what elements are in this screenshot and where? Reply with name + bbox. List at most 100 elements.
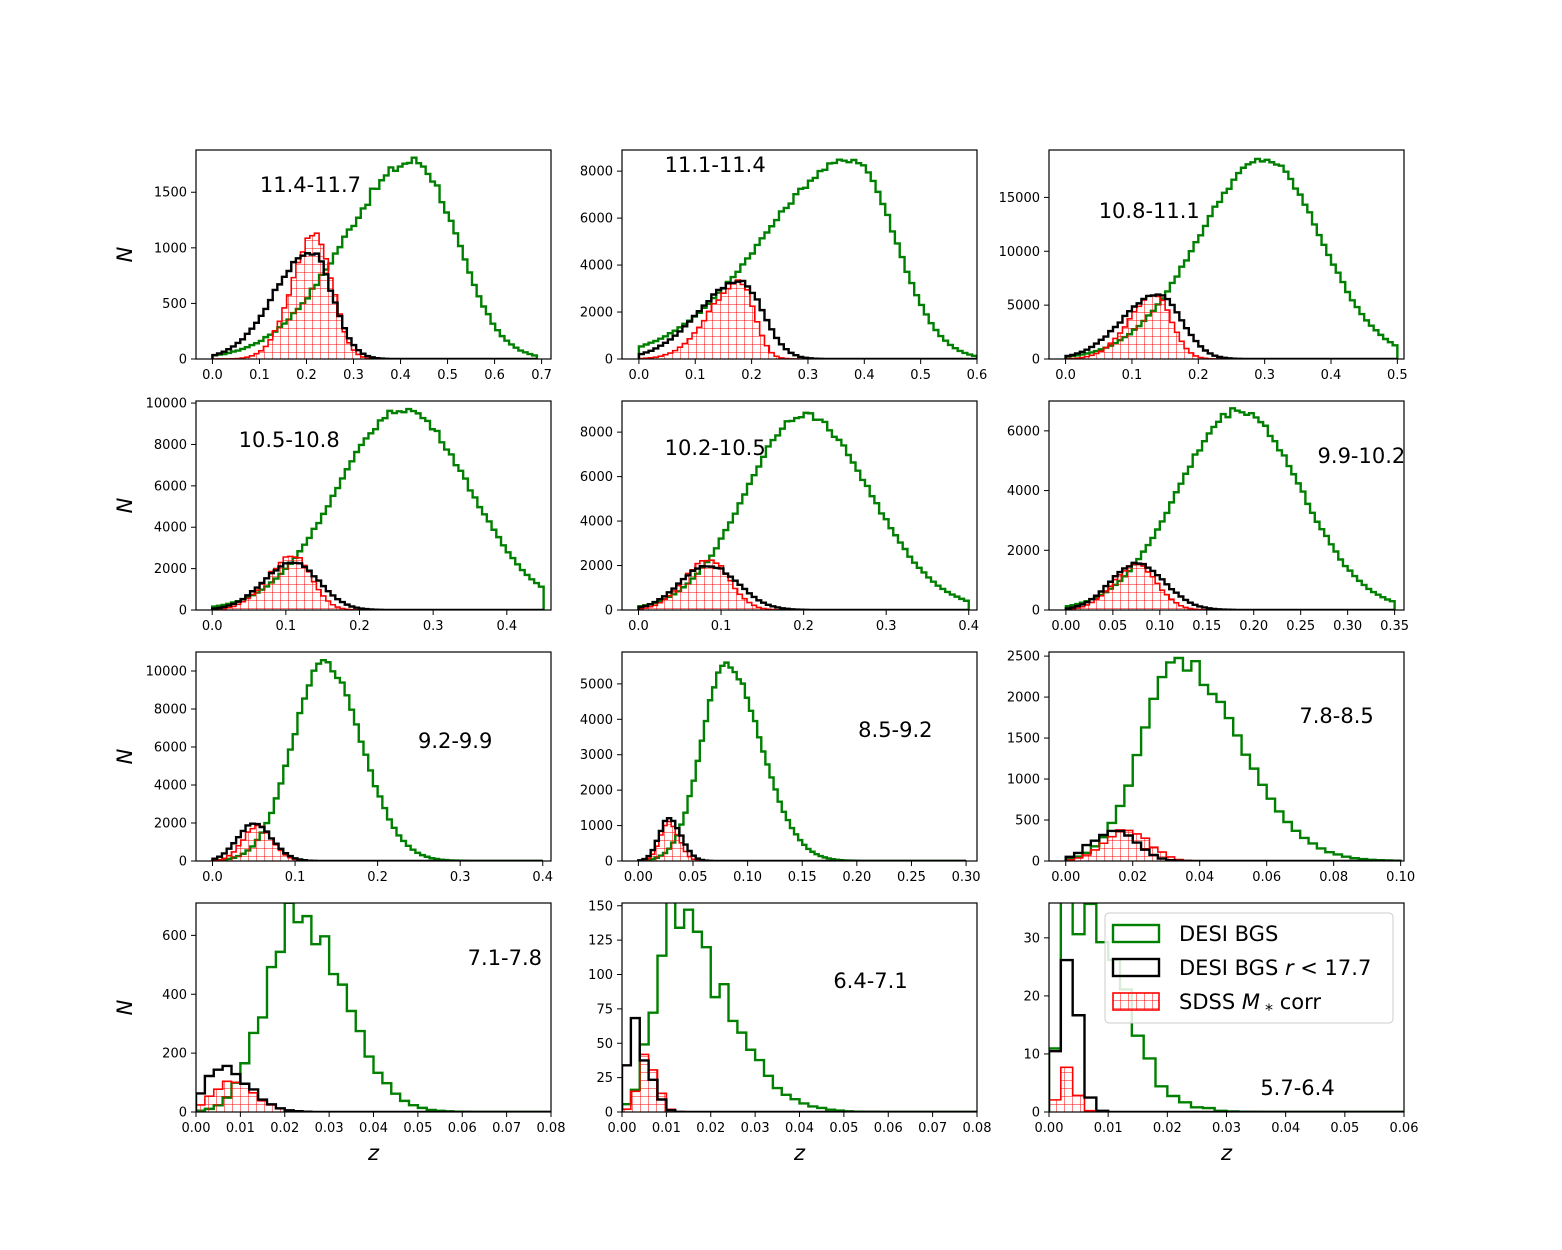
axes-frame: [621, 149, 978, 360]
y-tick-label: 2000: [580, 559, 613, 574]
panel-label: 10.2-10.5: [665, 436, 766, 460]
y-axis-label: N: [113, 246, 137, 262]
histogram-sdss-mstar-series: [637, 820, 967, 861]
y-tick-label: 6000: [580, 470, 613, 485]
x-tick-label: 0.01: [1094, 1121, 1123, 1136]
panel-label: 5.7-6.4: [1260, 1076, 1334, 1100]
y-tick-label: 30: [1023, 931, 1040, 946]
axes-frame: [1048, 651, 1405, 862]
panel-label: 6.4-7.1: [833, 969, 907, 993]
panel-5.7-6.4: 0.00 0.01 0.02 0.03 0.04 0.05 0.06 0 10 20 30 5.7-6…: [1023, 902, 1418, 1165]
x-tick-label: 0.1: [249, 368, 270, 383]
y-tick-label: 2000: [1007, 691, 1040, 706]
y-tick-label: 6000: [1007, 424, 1040, 439]
y-tick-label: 125: [588, 934, 613, 949]
x-tick-label: 0.10: [1386, 870, 1415, 885]
axes-frame: [621, 400, 978, 611]
x-tick-label: 0.06: [1252, 870, 1281, 885]
panel-label: 11.4-11.7: [260, 173, 361, 197]
x-tick-label: 0.3: [343, 368, 364, 383]
panel-label: 7.8-8.5: [1299, 704, 1373, 728]
y-tick-label: 100: [588, 968, 613, 983]
plot-area: [637, 661, 967, 861]
y-tick-label: 200: [162, 1047, 187, 1062]
histogram-sdss-mstar-series: [1064, 294, 1398, 359]
histogram-sdss-mstar-series: [211, 555, 544, 610]
x-tick-label: 0.04: [359, 1121, 388, 1136]
y-tick-label: 1500: [154, 186, 187, 201]
x-tick-label: 0.04: [1185, 870, 1214, 885]
y-tick-label: 15000: [999, 191, 1040, 206]
x-tick-label: 0.0: [202, 870, 223, 885]
x-tick-label: 0.01: [652, 1121, 681, 1136]
plot-area: [637, 158, 977, 359]
x-tick-label: 0.2: [349, 619, 370, 634]
y-tick-label: 400: [162, 988, 187, 1003]
y-tick-label: 8000: [154, 703, 187, 718]
y-tick-label: 2000: [580, 306, 613, 321]
x-tick-label: 0.20: [1239, 619, 1268, 634]
x-tick-label: 0.0: [1055, 368, 1076, 383]
x-tick-label: 0.30: [952, 870, 981, 885]
y-axis-label: N: [113, 999, 137, 1015]
panel-label: 10.5-10.8: [239, 428, 340, 452]
x-tick-label: 0.02: [696, 1121, 725, 1136]
x-tick-label: 0.0: [202, 368, 223, 383]
panel-label: 9.2-9.9: [418, 729, 492, 753]
y-tick-label: 0: [1032, 1106, 1040, 1121]
axes-frame: [195, 902, 552, 1113]
histogram-sdss-mstar-series: [1065, 563, 1395, 610]
plot-area: [1064, 407, 1396, 610]
plot-area: [637, 411, 970, 610]
panel-7.1-7.8: 0.00 0.01 0.02 0.03 0.04 0.05 0.06 0.07 0.08 0 200…: [113, 902, 565, 1165]
axes-frame: [1048, 400, 1405, 611]
histogram-desi-bgs-series: [211, 156, 539, 359]
plot-area: [211, 156, 539, 359]
histogram-sdss-mstar-series: [637, 559, 969, 610]
y-tick-label: 3000: [580, 748, 613, 763]
y-tick-label: 0: [605, 353, 613, 368]
x-tick-label: 0.0: [629, 368, 650, 383]
y-tick-label: 10000: [999, 245, 1040, 260]
x-tick-label: 0.30: [1333, 619, 1362, 634]
x-tick-label: 0.03: [741, 1121, 770, 1136]
x-tick-label: 0.4: [1321, 368, 1342, 383]
y-tick-label: 75: [596, 1002, 613, 1017]
panel-9.2-9.9: 0.0 0.1 0.2 0.3 0.4 0 2000 4000 6000 8000 10000 9.2…: [113, 651, 553, 885]
x-tick-label: 0.5: [910, 368, 931, 383]
x-axis-label: z: [367, 1141, 380, 1165]
y-tick-label: 4000: [154, 779, 187, 794]
x-tick-label: 0.5: [437, 368, 458, 383]
x-tick-label: 0.04: [1271, 1121, 1300, 1136]
y-tick-label: 150: [588, 899, 613, 914]
histogram-desi-bgs-series: [1049, 903, 1404, 1112]
x-tick-label: 0.2: [296, 368, 317, 383]
x-tick-label: 0.05: [829, 1121, 858, 1136]
y-tick-label: 0: [179, 353, 187, 368]
x-tick-label: 0.4: [532, 870, 553, 885]
x-tick-label: 0.02: [1153, 1121, 1182, 1136]
x-tick-label: 0.20: [842, 870, 871, 885]
histogram-sdss-mstar-series: [1049, 1066, 1404, 1112]
panel-label: 9.9-10.2: [1318, 444, 1406, 468]
plot-area: [211, 659, 543, 861]
y-tick-label: 0: [1032, 353, 1040, 368]
x-tick-label: 0.1: [285, 870, 306, 885]
x-tick-label: 0.6: [484, 368, 505, 383]
y-tick-label: 5000: [1007, 299, 1040, 314]
histogram-desi-bgs-series: [637, 661, 967, 861]
x-tick-label: 0.1: [276, 619, 297, 634]
x-tick-label: 0.07: [918, 1121, 947, 1136]
histogram-desi-bgs-r17-series: [622, 1016, 977, 1112]
x-tick-label: 0.01: [226, 1121, 255, 1136]
y-tick-label: 8000: [154, 438, 187, 453]
panel-6.4-7.1: 0.00 0.01 0.02 0.03 0.04 0.05 0.06 0.07 0.08 0 25 5…: [588, 899, 991, 1165]
x-tick-label: 0.2: [367, 870, 388, 885]
y-tick-label: 4000: [580, 713, 613, 728]
y-tick-label: 600: [162, 929, 187, 944]
legend-frame: [1104, 912, 1394, 1024]
histogram-desi-bgs-series: [196, 903, 551, 1112]
x-tick-label: 0.3: [798, 368, 819, 383]
y-tick-label: 8000: [580, 426, 613, 441]
y-axis-label: N: [113, 748, 137, 764]
